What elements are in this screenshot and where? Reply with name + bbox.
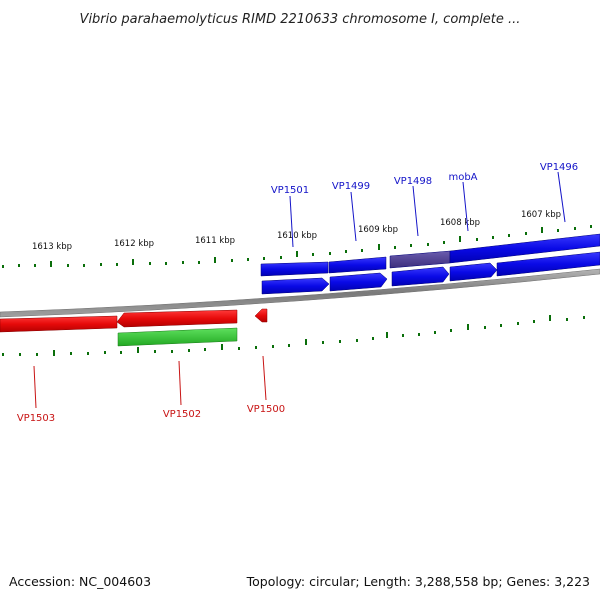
forward-gene-labels: VP1501 VP1499 VP1498 mobA VP1496 — [271, 162, 578, 196]
forward-gene-arrow — [261, 277, 330, 295]
map-title: Vibrio parahaemolyticus RIMD 2210633 chr… — [80, 12, 521, 27]
forward-gene-block — [260, 261, 329, 277]
rna-gene-block — [117, 327, 238, 347]
forward-tick-ruler — [2, 225, 592, 268]
scale-label: 1610 kbp — [277, 231, 317, 241]
scale-label: 1612 kbp — [114, 239, 154, 249]
gene-label-moba: mobA — [448, 172, 477, 183]
reverse-tick-ruler — [2, 315, 585, 356]
scale-label: 1613 kbp — [32, 242, 72, 252]
reverse-gene-labels: VP1503 VP1502 VP1500 — [17, 404, 285, 424]
reverse-leaders — [33, 355, 267, 409]
gene-label-vp1502: VP1502 — [163, 409, 201, 420]
reverse-lane — [0, 308, 268, 333]
scale-labels: 1613 kbp 1612 kbp 1611 kbp 1610 kbp 1609… — [32, 210, 561, 252]
gene-label-vp1500: VP1500 — [247, 404, 285, 415]
reverse-gene-arrow — [254, 308, 268, 323]
accession-label: Accession: NC_004603 — [9, 574, 151, 589]
scale-label: 1608 kbp — [440, 218, 480, 228]
forward-lane-upper — [260, 233, 600, 277]
forward-gene-arrow — [391, 266, 450, 287]
gene-label-vp1498: VP1498 — [394, 176, 432, 187]
forward-leaders — [289, 171, 566, 248]
chromosome-backbone — [0, 268, 600, 318]
forward-gene-block — [449, 233, 600, 264]
forward-gene-arrow — [449, 262, 498, 282]
forward-lane-lower — [261, 251, 600, 295]
forward-gene-arrow — [496, 251, 600, 277]
gene-label-vp1503: VP1503 — [17, 413, 55, 424]
forward-gene-highlight — [389, 250, 451, 269]
genome-summary: Topology: circular; Length: 3,288,558 bp… — [246, 574, 590, 589]
forward-gene-arrow — [329, 272, 388, 292]
gene-label-vp1501: VP1501 — [271, 185, 309, 196]
reverse-gene-arrow — [116, 309, 238, 328]
gene-label-vp1499: VP1499 — [332, 181, 370, 192]
scale-label: 1611 kbp — [195, 236, 235, 246]
reverse-gene-block — [0, 315, 118, 333]
scale-label: 1607 kbp — [521, 210, 561, 220]
forward-gene-block — [328, 256, 387, 274]
scale-label: 1609 kbp — [358, 225, 398, 235]
gene-label-vp1496: VP1496 — [540, 162, 578, 173]
